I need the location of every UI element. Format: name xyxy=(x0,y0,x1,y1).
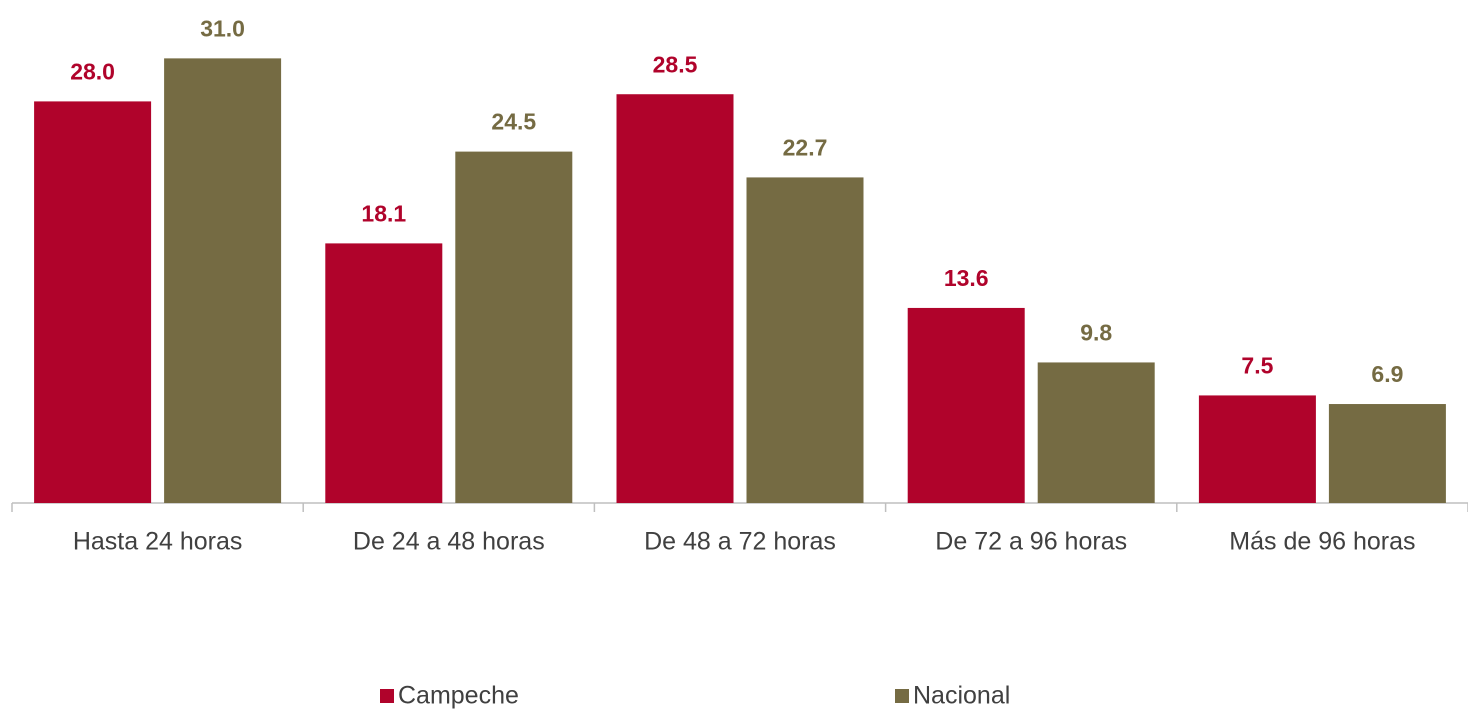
value-label: 24.5 xyxy=(491,109,536,135)
bar xyxy=(616,94,734,503)
value-label: 28.5 xyxy=(653,51,698,77)
x-tick-label: De 48 a 72 horas xyxy=(644,528,836,556)
value-label: 22.7 xyxy=(783,134,828,160)
bar xyxy=(1198,395,1316,503)
value-label: 7.5 xyxy=(1241,353,1273,379)
bar xyxy=(34,101,152,504)
bar xyxy=(1037,362,1155,503)
x-tick-label: De 72 a 96 horas xyxy=(935,528,1127,556)
value-label: 28.0 xyxy=(70,58,115,84)
bar xyxy=(455,151,573,503)
legend-label: Nacional xyxy=(913,682,1010,710)
legend-swatch xyxy=(895,689,909,703)
bar xyxy=(746,177,864,503)
value-label: 6.9 xyxy=(1371,361,1403,387)
bar xyxy=(1328,404,1446,503)
bar xyxy=(907,307,1025,503)
x-tick-label: De 24 a 48 horas xyxy=(353,528,545,556)
bar xyxy=(164,58,282,503)
value-label: 31.0 xyxy=(200,15,245,41)
value-label: 13.6 xyxy=(944,265,989,291)
legend-label: Campeche xyxy=(398,682,519,710)
bar xyxy=(325,243,443,503)
x-tick-label: Hasta 24 horas xyxy=(73,528,243,556)
value-label: 9.8 xyxy=(1080,320,1112,346)
legend-swatch xyxy=(380,689,394,703)
x-tick-label: Más de 96 horas xyxy=(1229,528,1415,556)
value-label: 18.1 xyxy=(361,200,406,226)
